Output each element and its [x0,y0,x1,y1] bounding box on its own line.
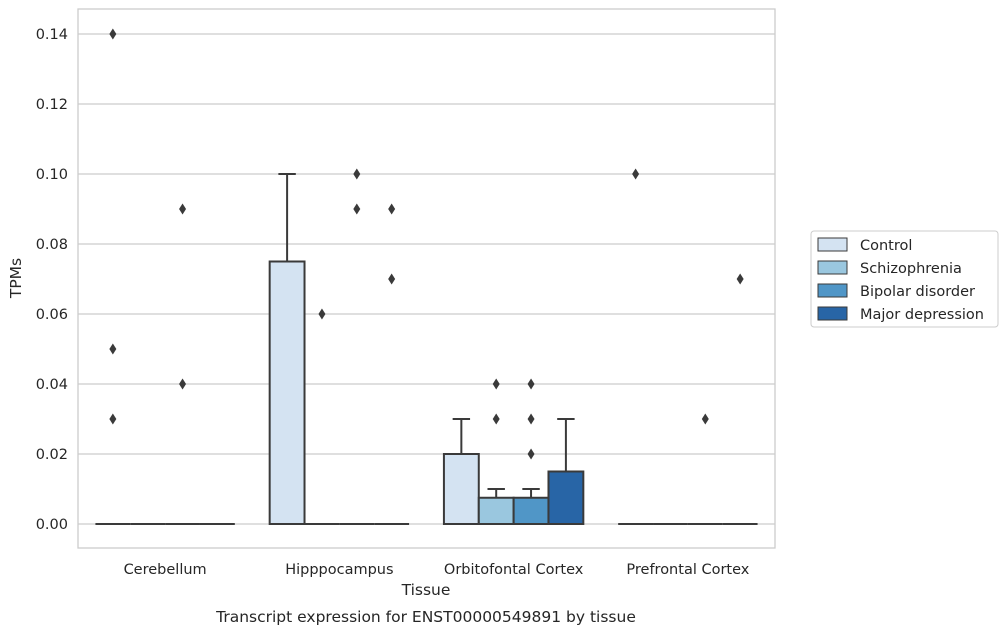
grid-lines [78,33,775,525]
outlier-point [492,413,500,425]
legend: Control Schizophrenia Bipolar disorder Majo… [810,230,999,328]
legend-swatch [817,283,848,298]
legend-swatch [817,237,848,252]
y-tick-label: 0.10 [36,167,68,183]
outlier-point [179,203,187,215]
outlier-point [527,448,535,460]
box-major-depression [547,418,585,525]
y-axis-title: TPMs [7,258,25,299]
box-control [618,168,654,525]
outlier-point [109,343,117,355]
legend-swatch [817,260,848,275]
box-bipolar-disorder [687,413,723,525]
box-bipolar-disorder [339,168,375,525]
y-tick-label: 0.06 [36,307,68,323]
legend-label: Bipolar disorder [860,284,975,300]
legend-swatch [817,306,848,321]
x-tick-label: Hipppocampus [285,562,393,578]
outlier-point [318,308,326,320]
y-tick-label: 0.14 [36,27,68,43]
outlier-point [527,413,535,425]
outlier-point [701,413,709,425]
y-tick-label: 0.12 [36,97,68,113]
box-body [547,470,585,525]
outlier-point [632,168,640,180]
box-body [477,496,515,525]
box-control [268,173,306,525]
y-tick-label: 0.00 [36,517,68,533]
box-body [512,496,550,525]
box-control [442,418,480,525]
box-major-depression [374,203,410,525]
outlier-point [109,413,117,425]
y-axis-ticks: 0.00 0.02 0.04 0.06 0.08 0.10 0.12 0.14 [36,27,68,533]
box-body [268,260,306,525]
outlier-point [527,378,535,390]
legend-frame [810,230,999,328]
legend-label: Schizophrenia [860,261,962,277]
box-schizophrenia [304,308,340,525]
y-tick-label: 0.02 [36,447,68,463]
outlier-point [388,203,396,215]
x-axis-title: Tissue [401,581,451,599]
y-tick-label: 0.08 [36,237,68,253]
outlier-point [179,378,187,390]
box-control [95,28,131,525]
x-tick-label: Orbitofontal Cortex [444,562,584,578]
chart-caption: Transcript expression for ENST0000054989… [215,608,636,626]
box-schizophrenia [477,378,515,525]
box-marks [95,28,758,525]
legend-label: Major depression [860,307,984,323]
x-axis-ticks: Cerebellum Hipppocampus Orbitofontal Corte… [124,562,750,578]
box-bipolar-disorder [512,378,550,525]
legend-label: Control [860,238,912,254]
outlier-point [353,203,361,215]
outlier-point [353,168,361,180]
x-tick-label: Cerebellum [124,562,207,578]
y-tick-label: 0.04 [36,377,68,393]
box-body [442,453,480,525]
outlier-point [736,273,744,285]
plot-area [77,8,776,549]
x-tick-label: Prefrontal Cortex [626,562,749,578]
outlier-point [388,273,396,285]
box-major-depression [722,273,758,525]
outlier-point [109,28,117,40]
outlier-point [492,378,500,390]
box-bipolar-disorder [165,203,200,525]
